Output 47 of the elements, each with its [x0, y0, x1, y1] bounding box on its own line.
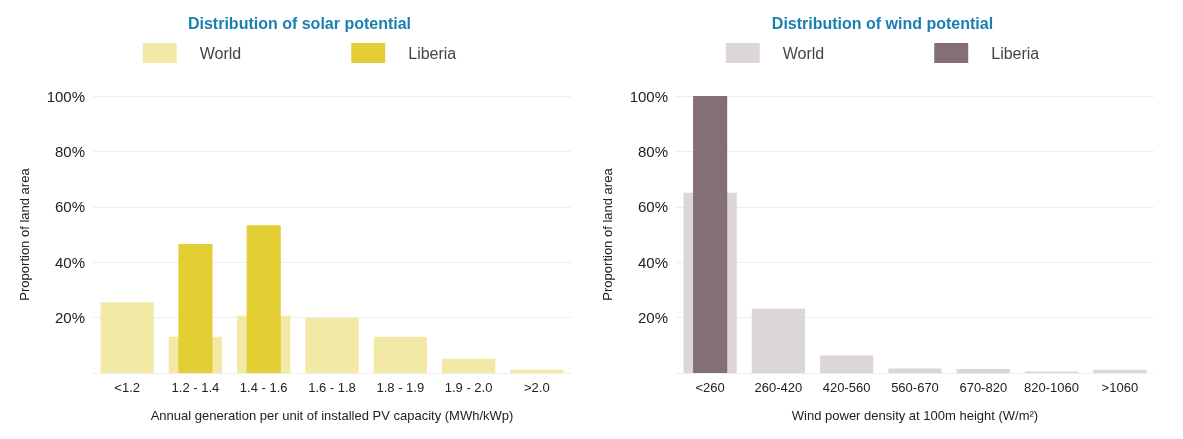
- bar: [373, 336, 427, 373]
- bar: [246, 225, 281, 373]
- y-tick-label: 100%: [46, 87, 85, 105]
- bar: [751, 308, 806, 373]
- bar: [305, 317, 359, 373]
- x-tick-label: >1060: [1101, 380, 1139, 395]
- legend-label: Liberia: [408, 44, 457, 62]
- x-tick-label: 260-420: [754, 380, 803, 395]
- x-tick-label: 560-670: [891, 380, 939, 395]
- bar: [178, 243, 213, 373]
- y-tick-label: 60%: [637, 198, 668, 216]
- y-tick-label: 40%: [637, 253, 668, 271]
- bar: [693, 96, 728, 373]
- x-tick-label: 1.6 - 1.8: [308, 380, 356, 395]
- x-axis-title: Wind power density at 100m height (W/m²): [791, 408, 1039, 423]
- bar: [888, 368, 942, 373]
- y-tick-label: 100%: [629, 87, 668, 105]
- x-tick-label: 1.8 - 1.9: [376, 380, 425, 395]
- x-tick-label: <1.2: [114, 380, 140, 395]
- chart-title: Distribution of wind potential: [771, 14, 994, 32]
- legend-label: Liberia: [991, 44, 1040, 62]
- x-tick-label: 1.9 - 2.0: [444, 380, 493, 395]
- y-tick-label: 80%: [637, 142, 668, 160]
- legend-label: World: [782, 44, 825, 62]
- x-tick-label: 670-820: [959, 380, 1008, 395]
- x-tick-label: 420-560: [822, 380, 871, 395]
- y-tick-label: 80%: [54, 142, 85, 160]
- x-tick-label: 1.4 - 1.6: [239, 380, 288, 395]
- bar: [100, 302, 154, 373]
- x-tick-label: 820-1060: [1024, 380, 1080, 395]
- bar: [820, 355, 874, 373]
- x-tick-label: >2.0: [524, 380, 550, 395]
- chart-title: Distribution of solar potential: [187, 14, 412, 32]
- y-axis-title: Proportion of land area: [600, 167, 615, 301]
- y-axis-title: Proportion of land area: [17, 167, 32, 301]
- x-axis-title: Annual generation per unit of installed PV capacity (MWh/kWp): [150, 408, 514, 423]
- y-tick-label: 40%: [54, 253, 85, 271]
- x-tick-label: 1.2 - 1.4: [171, 380, 220, 395]
- bar: [1093, 369, 1147, 373]
- bar: [510, 369, 564, 373]
- x-tick-label: <260: [695, 380, 725, 395]
- bar: [956, 369, 1010, 373]
- legend-label: World: [199, 44, 242, 62]
- y-tick-label: 60%: [54, 198, 85, 216]
- bar: [441, 358, 496, 373]
- y-tick-label: 20%: [54, 309, 85, 327]
- y-tick-label: 20%: [637, 309, 668, 327]
